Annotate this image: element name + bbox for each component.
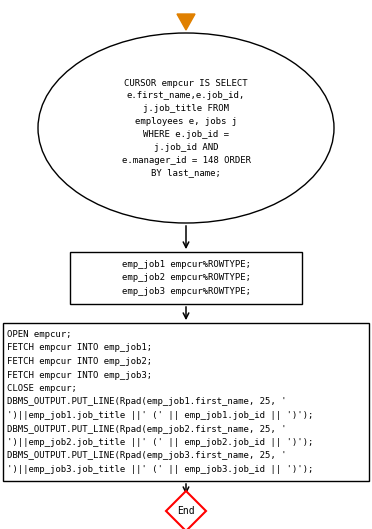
Polygon shape xyxy=(166,491,206,529)
Ellipse shape xyxy=(38,33,334,223)
Text: ')||emp_job3.job_title ||' (' || emp_job3.job_id || ')');: ')||emp_job3.job_title ||' (' || emp_job… xyxy=(7,465,313,474)
Text: FETCH empcur INTO emp_job2;: FETCH empcur INTO emp_job2; xyxy=(7,357,152,366)
Text: DBMS_OUTPUT.PUT_LINE(Rpad(emp_job3.first_name, 25, ': DBMS_OUTPUT.PUT_LINE(Rpad(emp_job3.first… xyxy=(7,451,286,461)
FancyBboxPatch shape xyxy=(3,323,369,481)
Text: emp_job1 empcur%ROWTYPE;
emp_job2 empcur%ROWTYPE;
emp_job3 empcur%ROWTYPE;: emp_job1 empcur%ROWTYPE; emp_job2 empcur… xyxy=(122,260,250,296)
Text: End: End xyxy=(177,506,195,516)
Text: ')||emp_job2.job_title ||' (' || emp_job2.job_id || ')');: ')||emp_job2.job_title ||' (' || emp_job… xyxy=(7,438,313,447)
Text: FETCH empcur INTO emp_job1;: FETCH empcur INTO emp_job1; xyxy=(7,343,152,352)
FancyBboxPatch shape xyxy=(70,252,302,304)
Text: DBMS_OUTPUT.PUT_LINE(Rpad(emp_job2.first_name, 25, ': DBMS_OUTPUT.PUT_LINE(Rpad(emp_job2.first… xyxy=(7,424,286,433)
Polygon shape xyxy=(177,14,195,30)
Text: CLOSE empcur;: CLOSE empcur; xyxy=(7,384,77,393)
Text: OPEN empcur;: OPEN empcur; xyxy=(7,330,71,339)
Text: ')||emp_job1.job_title ||' (' || emp_job1.job_id || ')');: ')||emp_job1.job_title ||' (' || emp_job… xyxy=(7,411,313,420)
Text: FETCH empcur INTO emp_job3;: FETCH empcur INTO emp_job3; xyxy=(7,370,152,379)
Text: DBMS_OUTPUT.PUT_LINE(Rpad(emp_job1.first_name, 25, ': DBMS_OUTPUT.PUT_LINE(Rpad(emp_job1.first… xyxy=(7,397,286,406)
Text: CURSOR empcur IS SELECT
e.first_name,e.job_id,
j.job_title FROM
employees e, job: CURSOR empcur IS SELECT e.first_name,e.j… xyxy=(122,78,250,177)
